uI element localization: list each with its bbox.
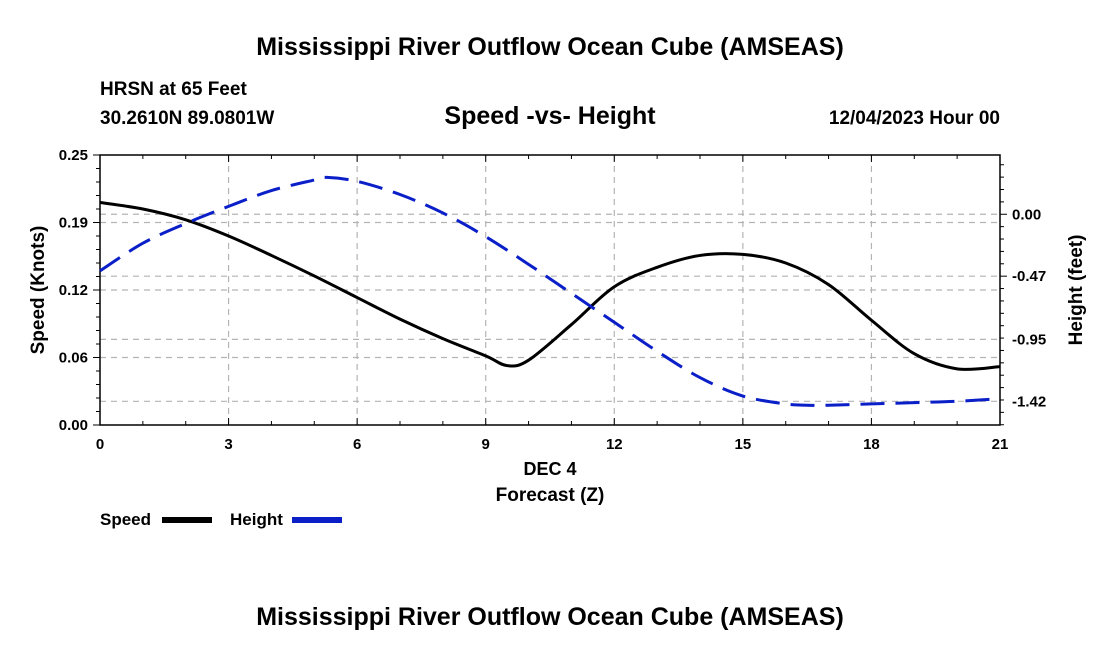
- y-tick-labels: 0.00 0.06 0.12 0.19 0.25: [59, 147, 88, 434]
- series-line-speed: [99, 201, 1001, 371]
- chart-title: Speed -vs- Height: [444, 102, 656, 130]
- y2-tick-label: -0.95: [1012, 331, 1046, 348]
- series-line-height: [99, 175, 1001, 407]
- date-label: 12/04/2023 Hour 00: [829, 108, 1000, 129]
- y2-axis-label: Height (feet): [1066, 235, 1087, 346]
- y2-tick-label: 0.00: [1012, 206, 1041, 223]
- y-tick-label: 0.25: [59, 147, 88, 164]
- station-label: HRSN at 65 Feet: [100, 79, 247, 100]
- x-tick-label: 0: [96, 436, 104, 453]
- y-tick-label: 0.00: [59, 417, 88, 434]
- footer-title: Mississippi River Outflow Ocean Cube (AM…: [256, 603, 844, 631]
- x-tick-label: 18: [863, 436, 880, 453]
- x-axis-label: Forecast (Z): [496, 485, 605, 506]
- x-tick-label: 15: [735, 436, 752, 453]
- y-tick-label: 0.19: [59, 215, 88, 232]
- y-tick-label: 0.06: [59, 350, 88, 367]
- y-axis-label: Speed (Knots): [28, 226, 49, 355]
- x-tick-label: 12: [606, 436, 623, 453]
- x-tick-label: 3: [224, 436, 232, 453]
- x-sublabel: DEC 4: [523, 459, 576, 479]
- series: [99, 175, 1001, 407]
- legend-speed-label: Speed: [100, 510, 151, 529]
- coords-label: 30.2610N 89.0801W: [100, 108, 274, 129]
- y2-tick-label: -0.47: [1012, 268, 1046, 285]
- y2-tick-labels: 0.00 -0.47 -0.95 -1.42: [1012, 206, 1046, 410]
- y2-tick-label: -1.42: [1012, 393, 1046, 410]
- legend: Speed Height: [100, 510, 342, 529]
- legend-height-label: Height: [230, 510, 283, 529]
- y-tick-label: 0.12: [59, 282, 88, 299]
- x-tick-label: 9: [482, 436, 490, 453]
- main-title: Mississippi River Outflow Ocean Cube (AM…: [256, 33, 844, 61]
- x-tick-label: 21: [992, 436, 1009, 453]
- x-tick-labels: 0 3 6 9 12 15 18 21: [96, 436, 1009, 453]
- x-tick-label: 6: [353, 436, 361, 453]
- tick-marks: [93, 154, 1007, 426]
- grid: [100, 155, 1000, 425]
